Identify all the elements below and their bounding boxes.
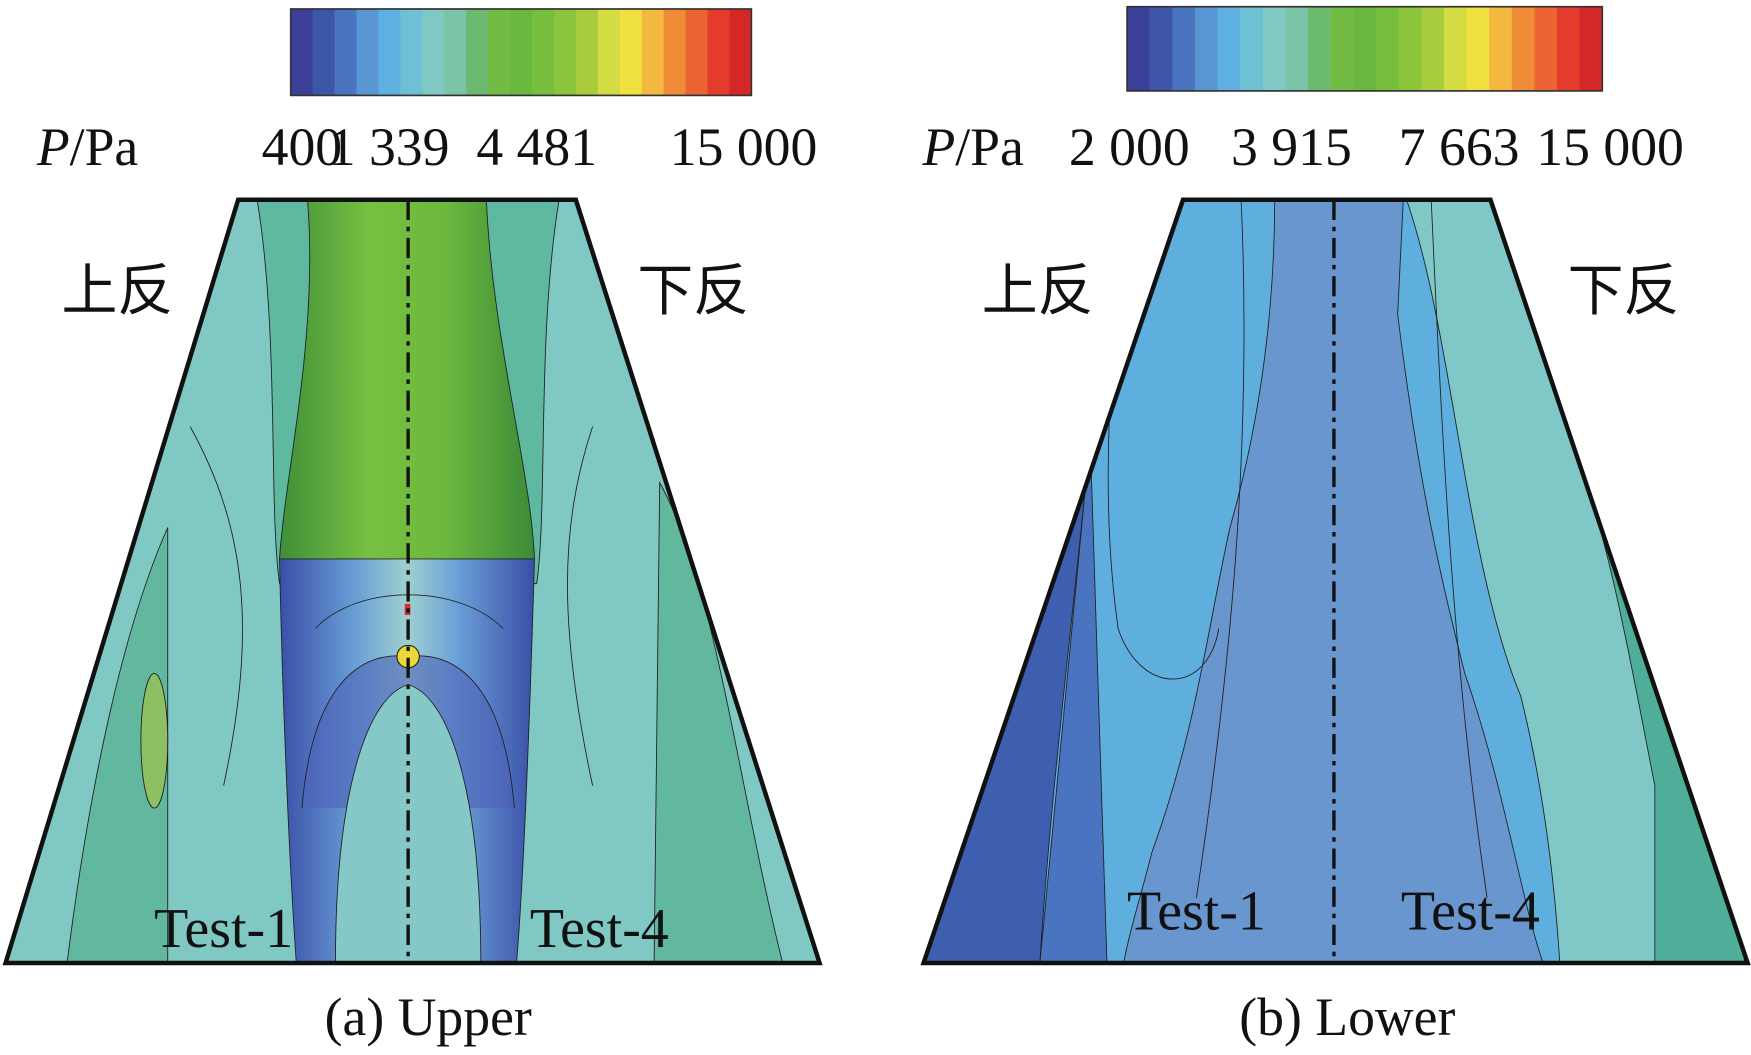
colorbar-band: [356, 8, 380, 96]
colorbar-band: [488, 8, 511, 96]
left-label: 上反: [982, 259, 1094, 324]
colorbar-band: [553, 8, 577, 96]
colorbar-band: [575, 8, 599, 96]
quantity-symbol: P: [36, 117, 70, 177]
colorbar-band: [1127, 6, 1151, 91]
colorbar-band: [400, 8, 423, 96]
colorbar-tick-label: 3 915: [1231, 117, 1352, 177]
quantity-unit: /Pa: [70, 117, 139, 177]
colorbar-tick-label: 400: [262, 117, 343, 177]
outline-b: [920, 197, 1751, 966]
colorbar-band: [532, 8, 555, 96]
right-label: 下反: [637, 259, 749, 324]
colorbar-tick-label: 4 481: [476, 117, 597, 177]
colorbar-band: [1466, 6, 1490, 91]
colorbar-band: [1330, 6, 1354, 91]
colorbar-tick-label: 2 000: [1069, 117, 1190, 177]
colorbar-band: [1240, 6, 1264, 91]
colorbar-band: [1511, 6, 1535, 91]
colorbar-band: [290, 8, 314, 96]
colorbar-quantity-label: P/Pa: [921, 117, 1023, 177]
colorbar-band: [1534, 6, 1558, 91]
right-label: 下反: [1568, 259, 1680, 324]
colorbar-frame: [289, 8, 753, 97]
caption: (a) Upper: [325, 987, 532, 1047]
outline-a: [2, 197, 823, 966]
colorbar-band: [619, 8, 643, 96]
colorbar-band: [378, 8, 401, 96]
colorbar-band: [1194, 6, 1219, 91]
colorbar-band: [1375, 6, 1400, 91]
colorbar-band: [1149, 6, 1173, 91]
colorbar-band: [729, 8, 752, 96]
colorbar-tick-label: 7 663: [1399, 117, 1520, 177]
colorbar-frame: [1126, 5, 1604, 92]
colorbar-tick-label: 15 000: [670, 117, 818, 177]
quantity-symbol: P: [921, 117, 955, 177]
colorbar-band: [1489, 6, 1513, 91]
colorbar-band: [466, 8, 489, 96]
colorbar-band: [1217, 6, 1241, 91]
colorbar-band: [1172, 6, 1196, 91]
colorbar-band: [444, 8, 467, 96]
caption: (b) Lower: [1239, 987, 1455, 1047]
colorbar-band: [1398, 6, 1422, 91]
colorbar-band: [1285, 6, 1309, 91]
test-label: Test-4: [1401, 880, 1540, 942]
colorbar-band: [422, 8, 445, 96]
colorbar-band: [597, 8, 621, 96]
colorbar-band: [663, 8, 687, 96]
test-label: Test-1: [154, 898, 293, 960]
colorbar-band: [1308, 6, 1332, 91]
colorbar-band: [685, 8, 709, 96]
colorbar-band: [1421, 6, 1445, 91]
test-label: Test-4: [530, 898, 669, 960]
colorbar-band: [641, 8, 665, 96]
colorbar-band: [1443, 6, 1468, 91]
colorbar-band: [334, 8, 358, 96]
left-label: 上反: [62, 259, 174, 324]
colorbar-band: [510, 8, 533, 96]
colorbar-tick-label: 15 000: [1536, 117, 1684, 177]
colorbar-band: [1262, 6, 1287, 91]
colorbar-band: [1579, 6, 1603, 91]
test-label: Test-1: [1127, 880, 1266, 942]
quantity-unit: /Pa: [955, 117, 1024, 177]
colorbar-tick-label: 1 339: [329, 117, 450, 177]
colorbar-band: [1353, 6, 1377, 91]
colorbar-quantity-label: P/Pa: [36, 117, 138, 177]
colorbar-band: [1557, 6, 1581, 91]
colorbar-band: [707, 8, 731, 96]
colorbar-band: [312, 8, 336, 96]
